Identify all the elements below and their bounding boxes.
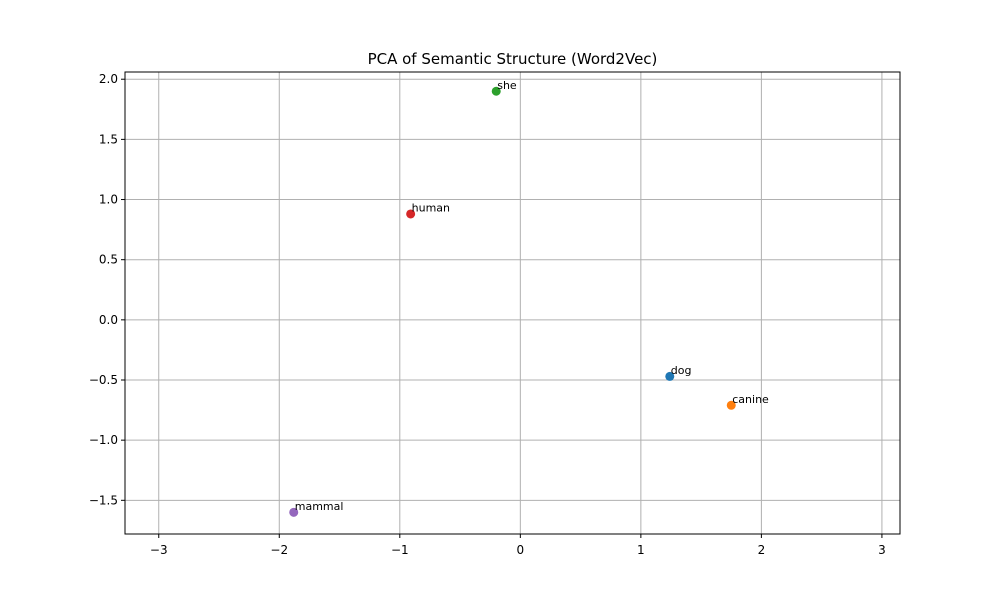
point-she [491,86,501,96]
x-tick-label: 3 [878,543,886,557]
point-label-dog: dog [671,364,692,377]
y-tick-label: 1.0 [99,193,118,207]
x-tick-label: 1 [637,543,645,557]
y-tick-label: 0.0 [99,313,118,327]
point-label-human: human [412,201,450,214]
x-axis: −3 −2 −1 0 1 2 3 [150,534,886,557]
y-tick-label: 2.0 [99,72,118,86]
point-dog [665,371,675,381]
grid [125,72,900,534]
x-tick-label: −3 [150,543,168,557]
point-label-canine: canine [732,393,769,406]
y-tick-label: 1.5 [99,132,118,146]
point-label-mammal: mammal [295,500,344,513]
plot-area-frame [124,71,901,535]
chart-title: PCA of Semantic Structure (Word2Vec) [368,50,658,68]
y-tick-label: −1.0 [89,433,118,447]
y-axis: −1.5 −1.0 −0.5 0.0 0.5 1.0 1.5 2.0 [89,72,125,507]
data-points: dog canine she human mammal [289,79,769,517]
point-label-she: she [497,79,517,92]
x-tick-label: −2 [270,543,288,557]
point-canine [726,400,736,410]
x-tick-label: 2 [758,543,766,557]
point-human [406,209,416,219]
y-tick-label: 0.5 [99,253,118,267]
y-tick-label: −0.5 [89,373,118,387]
y-tick-label: −1.5 [89,493,118,507]
point-mammal [289,507,299,517]
x-tick-label: 0 [517,543,525,557]
x-tick-label: −1 [391,543,409,557]
